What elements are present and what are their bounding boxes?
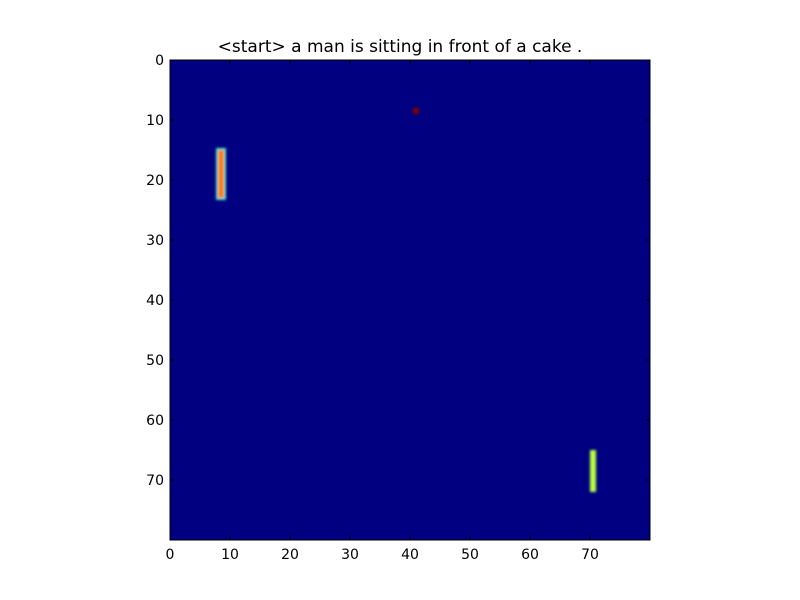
y-tick-label: 20 [146, 173, 164, 189]
x-tick-label: 10 [221, 547, 239, 563]
heatmap-region-core [590, 450, 596, 492]
heatmap-region-core [218, 150, 224, 198]
x-tick-label: 50 [461, 547, 479, 563]
y-tick-label: 0 [155, 53, 164, 69]
heatmap-region-2 [590, 450, 596, 492]
heatmap-background [170, 60, 650, 540]
y-tick-label: 10 [146, 113, 164, 129]
x-tick-label: 40 [401, 547, 419, 563]
x-tick-label: 30 [341, 547, 359, 563]
y-tick-label: 60 [146, 413, 164, 429]
heatmap-region-0 [216, 148, 226, 200]
x-tick-label: 20 [281, 547, 299, 563]
y-tick-label: 50 [146, 353, 164, 369]
heatmap-region-1 [413, 108, 419, 114]
y-tick-label: 30 [146, 233, 164, 249]
x-axis: 0 10 20 30 40 50 60 70 [166, 60, 599, 563]
y-tick-label: 70 [146, 473, 164, 489]
x-tick-label: 60 [521, 547, 539, 563]
y-tick-label: 40 [146, 293, 164, 309]
heatmap-regions [216, 108, 596, 492]
x-tick-label: 0 [166, 547, 175, 563]
y-axis: 0 10 20 30 40 50 60 70 [146, 53, 650, 489]
x-tick-label: 70 [581, 547, 599, 563]
chart-title: <start> a man is sitting in front of a c… [217, 37, 583, 57]
heatmap-region-core [413, 108, 419, 114]
